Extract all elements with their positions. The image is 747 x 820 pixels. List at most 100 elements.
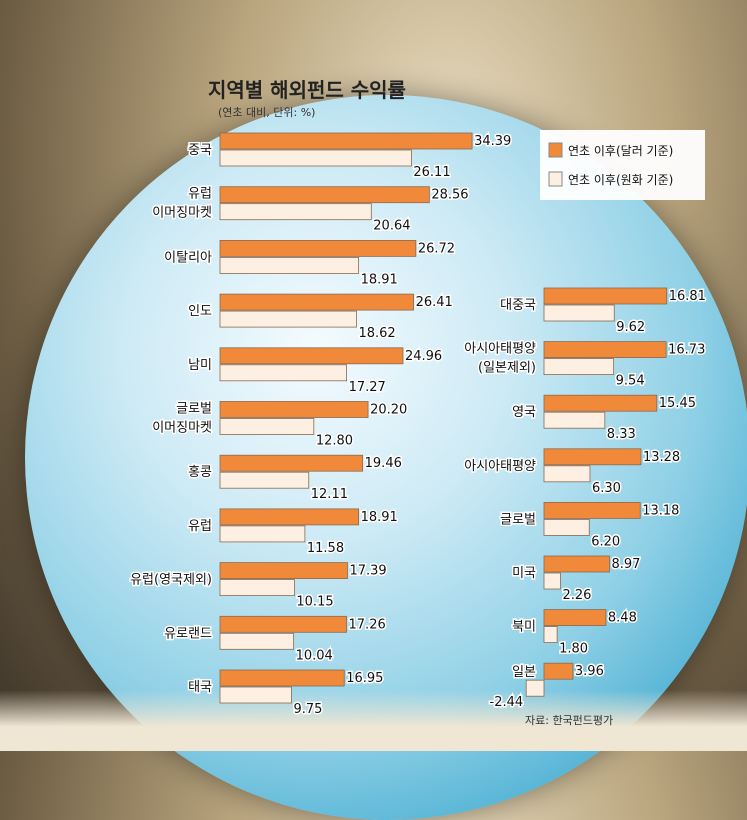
left-value-label: 18.91 bbox=[361, 510, 398, 525]
left-bar-won bbox=[219, 525, 306, 543]
category-label: 미국 bbox=[512, 566, 536, 581]
right-bar-won bbox=[525, 679, 545, 697]
category-label: 이탈리아 bbox=[164, 250, 212, 265]
left-bar-dollar bbox=[219, 401, 369, 418]
left-bar-dollar bbox=[219, 293, 414, 311]
left-value-label: 34.39 bbox=[474, 134, 511, 149]
right-bar-won bbox=[543, 411, 606, 429]
left-value-label: 10.04 bbox=[296, 648, 333, 663]
bar-chart: 지역별 해외펀드 수익률 (연초 대비, 단위: %) 연초 이후(달러 기준)… bbox=[129, 78, 708, 727]
left-value-label: 18.91 bbox=[361, 272, 398, 287]
category-label: 일본 bbox=[512, 665, 536, 680]
category-label: 글로벌 bbox=[500, 512, 536, 527]
left-value-label: 11.58 bbox=[307, 541, 344, 556]
left-value-label: 10.15 bbox=[296, 595, 333, 610]
left-value-label: 16.95 bbox=[346, 671, 383, 686]
category-label: 남미 bbox=[188, 358, 212, 373]
left-value-label: 24.96 bbox=[405, 349, 442, 364]
left-bar-won bbox=[219, 686, 292, 704]
category-label: 중국 bbox=[188, 143, 212, 158]
category-label: 유럽 bbox=[188, 519, 212, 534]
category-label: 영국 bbox=[512, 405, 536, 420]
right-value-label: -2.44 bbox=[490, 695, 524, 710]
right-bar-dollar bbox=[543, 662, 574, 680]
left-bar-dollar bbox=[219, 347, 404, 365]
left-value-label: 20.20 bbox=[370, 403, 407, 418]
left-bar-dollar bbox=[219, 132, 473, 150]
chart-title: 지역별 해외펀드 수익률 bbox=[208, 78, 406, 102]
right-bar-won bbox=[543, 304, 615, 322]
right-value-label: 9.62 bbox=[616, 320, 645, 335]
left-bar-dollar bbox=[219, 562, 348, 579]
right-bar-dollar bbox=[543, 555, 610, 573]
left-value-label: 17.27 bbox=[349, 380, 386, 395]
left-bar-dollar bbox=[219, 186, 430, 204]
left-value-label: 12.80 bbox=[316, 434, 353, 449]
chart-subtitle: (연초 대비, 단위: %) bbox=[218, 106, 315, 119]
left-value-label: 26.41 bbox=[416, 295, 453, 310]
category-label: (일본제외) bbox=[478, 361, 536, 376]
left-value-label: 18.62 bbox=[358, 326, 395, 341]
left-bar-won bbox=[219, 471, 310, 489]
category-label: 유럽 bbox=[188, 187, 212, 202]
category-label: 대중국 bbox=[500, 298, 536, 313]
category-label: 유로랜드 bbox=[164, 626, 212, 641]
left-value-label: 17.39 bbox=[349, 564, 386, 579]
right-bar-dollar bbox=[543, 287, 668, 305]
left-bar-won bbox=[219, 256, 360, 274]
right-value-label: 8.97 bbox=[611, 557, 640, 572]
legend: 연초 이후(달러 기준) 연초 이후(원화 기준) bbox=[540, 130, 705, 200]
category-label: 북미 bbox=[512, 620, 536, 635]
category-label: 유럽(영국제외) bbox=[130, 573, 212, 588]
right-bar-won bbox=[543, 519, 590, 536]
left-value-label: 9.75 bbox=[293, 702, 322, 717]
legend-swatch-won bbox=[548, 171, 563, 187]
right-value-label: 2.26 bbox=[562, 588, 591, 603]
legend-swatch-dollar bbox=[548, 142, 563, 158]
right-bar-won bbox=[543, 465, 591, 483]
right-bar-dollar bbox=[543, 448, 642, 466]
left-value-label: 17.26 bbox=[349, 617, 386, 632]
left-value-label: 26.11 bbox=[413, 165, 450, 180]
right-bar-dollar bbox=[543, 341, 667, 359]
right-value-label: 1.80 bbox=[559, 642, 588, 657]
left-bar-dollar bbox=[219, 454, 364, 472]
left-bar-won bbox=[219, 203, 372, 221]
category-label: 이머징마켓 bbox=[152, 421, 212, 436]
left-bar-dollar bbox=[219, 615, 347, 633]
right-value-label: 6.20 bbox=[591, 534, 620, 549]
right-bar-won bbox=[543, 626, 558, 643]
right-bar-won bbox=[543, 358, 615, 376]
left-bar-won bbox=[219, 149, 412, 167]
left-bar-dollar bbox=[219, 508, 360, 526]
right-value-label: 8.33 bbox=[607, 427, 636, 442]
right-value-label: 6.30 bbox=[592, 481, 621, 496]
left-bar-dollar bbox=[219, 239, 417, 257]
right-bar-dollar bbox=[543, 501, 641, 519]
category-label: 태국 bbox=[188, 680, 212, 695]
legend-label-won: 연초 이후(원화 기준) bbox=[568, 173, 673, 187]
left-bar-won bbox=[219, 579, 295, 596]
category-label: 아시아태평양 bbox=[464, 459, 536, 474]
legend-label-dollar: 연초 이후(달러 기준) bbox=[568, 144, 673, 158]
left-bar-won bbox=[219, 310, 357, 328]
source-note: 자료: 한국펀드평가 bbox=[525, 714, 613, 727]
legend-box bbox=[540, 130, 705, 200]
category-label: 홍콩 bbox=[188, 465, 212, 480]
right-value-label: 8.48 bbox=[608, 611, 637, 626]
left-bar-won bbox=[219, 632, 294, 650]
left-value-label: 26.72 bbox=[418, 241, 455, 256]
left-value-label: 20.64 bbox=[373, 219, 410, 234]
right-bar-dollar bbox=[543, 609, 607, 626]
left-bar-dollar bbox=[219, 669, 345, 687]
right-value-label: 13.18 bbox=[642, 503, 679, 518]
right-value-label: 9.54 bbox=[616, 374, 645, 389]
right-bar-won bbox=[543, 572, 561, 590]
category-label: 이머징마켓 bbox=[152, 206, 212, 221]
left-bar-won bbox=[219, 418, 315, 435]
category-label: 글로벌 bbox=[176, 402, 212, 417]
left-bar-won bbox=[219, 364, 347, 382]
left-value-label: 28.56 bbox=[431, 188, 468, 203]
right-bar-dollar bbox=[543, 394, 658, 412]
right-value-label: 13.28 bbox=[643, 450, 680, 465]
